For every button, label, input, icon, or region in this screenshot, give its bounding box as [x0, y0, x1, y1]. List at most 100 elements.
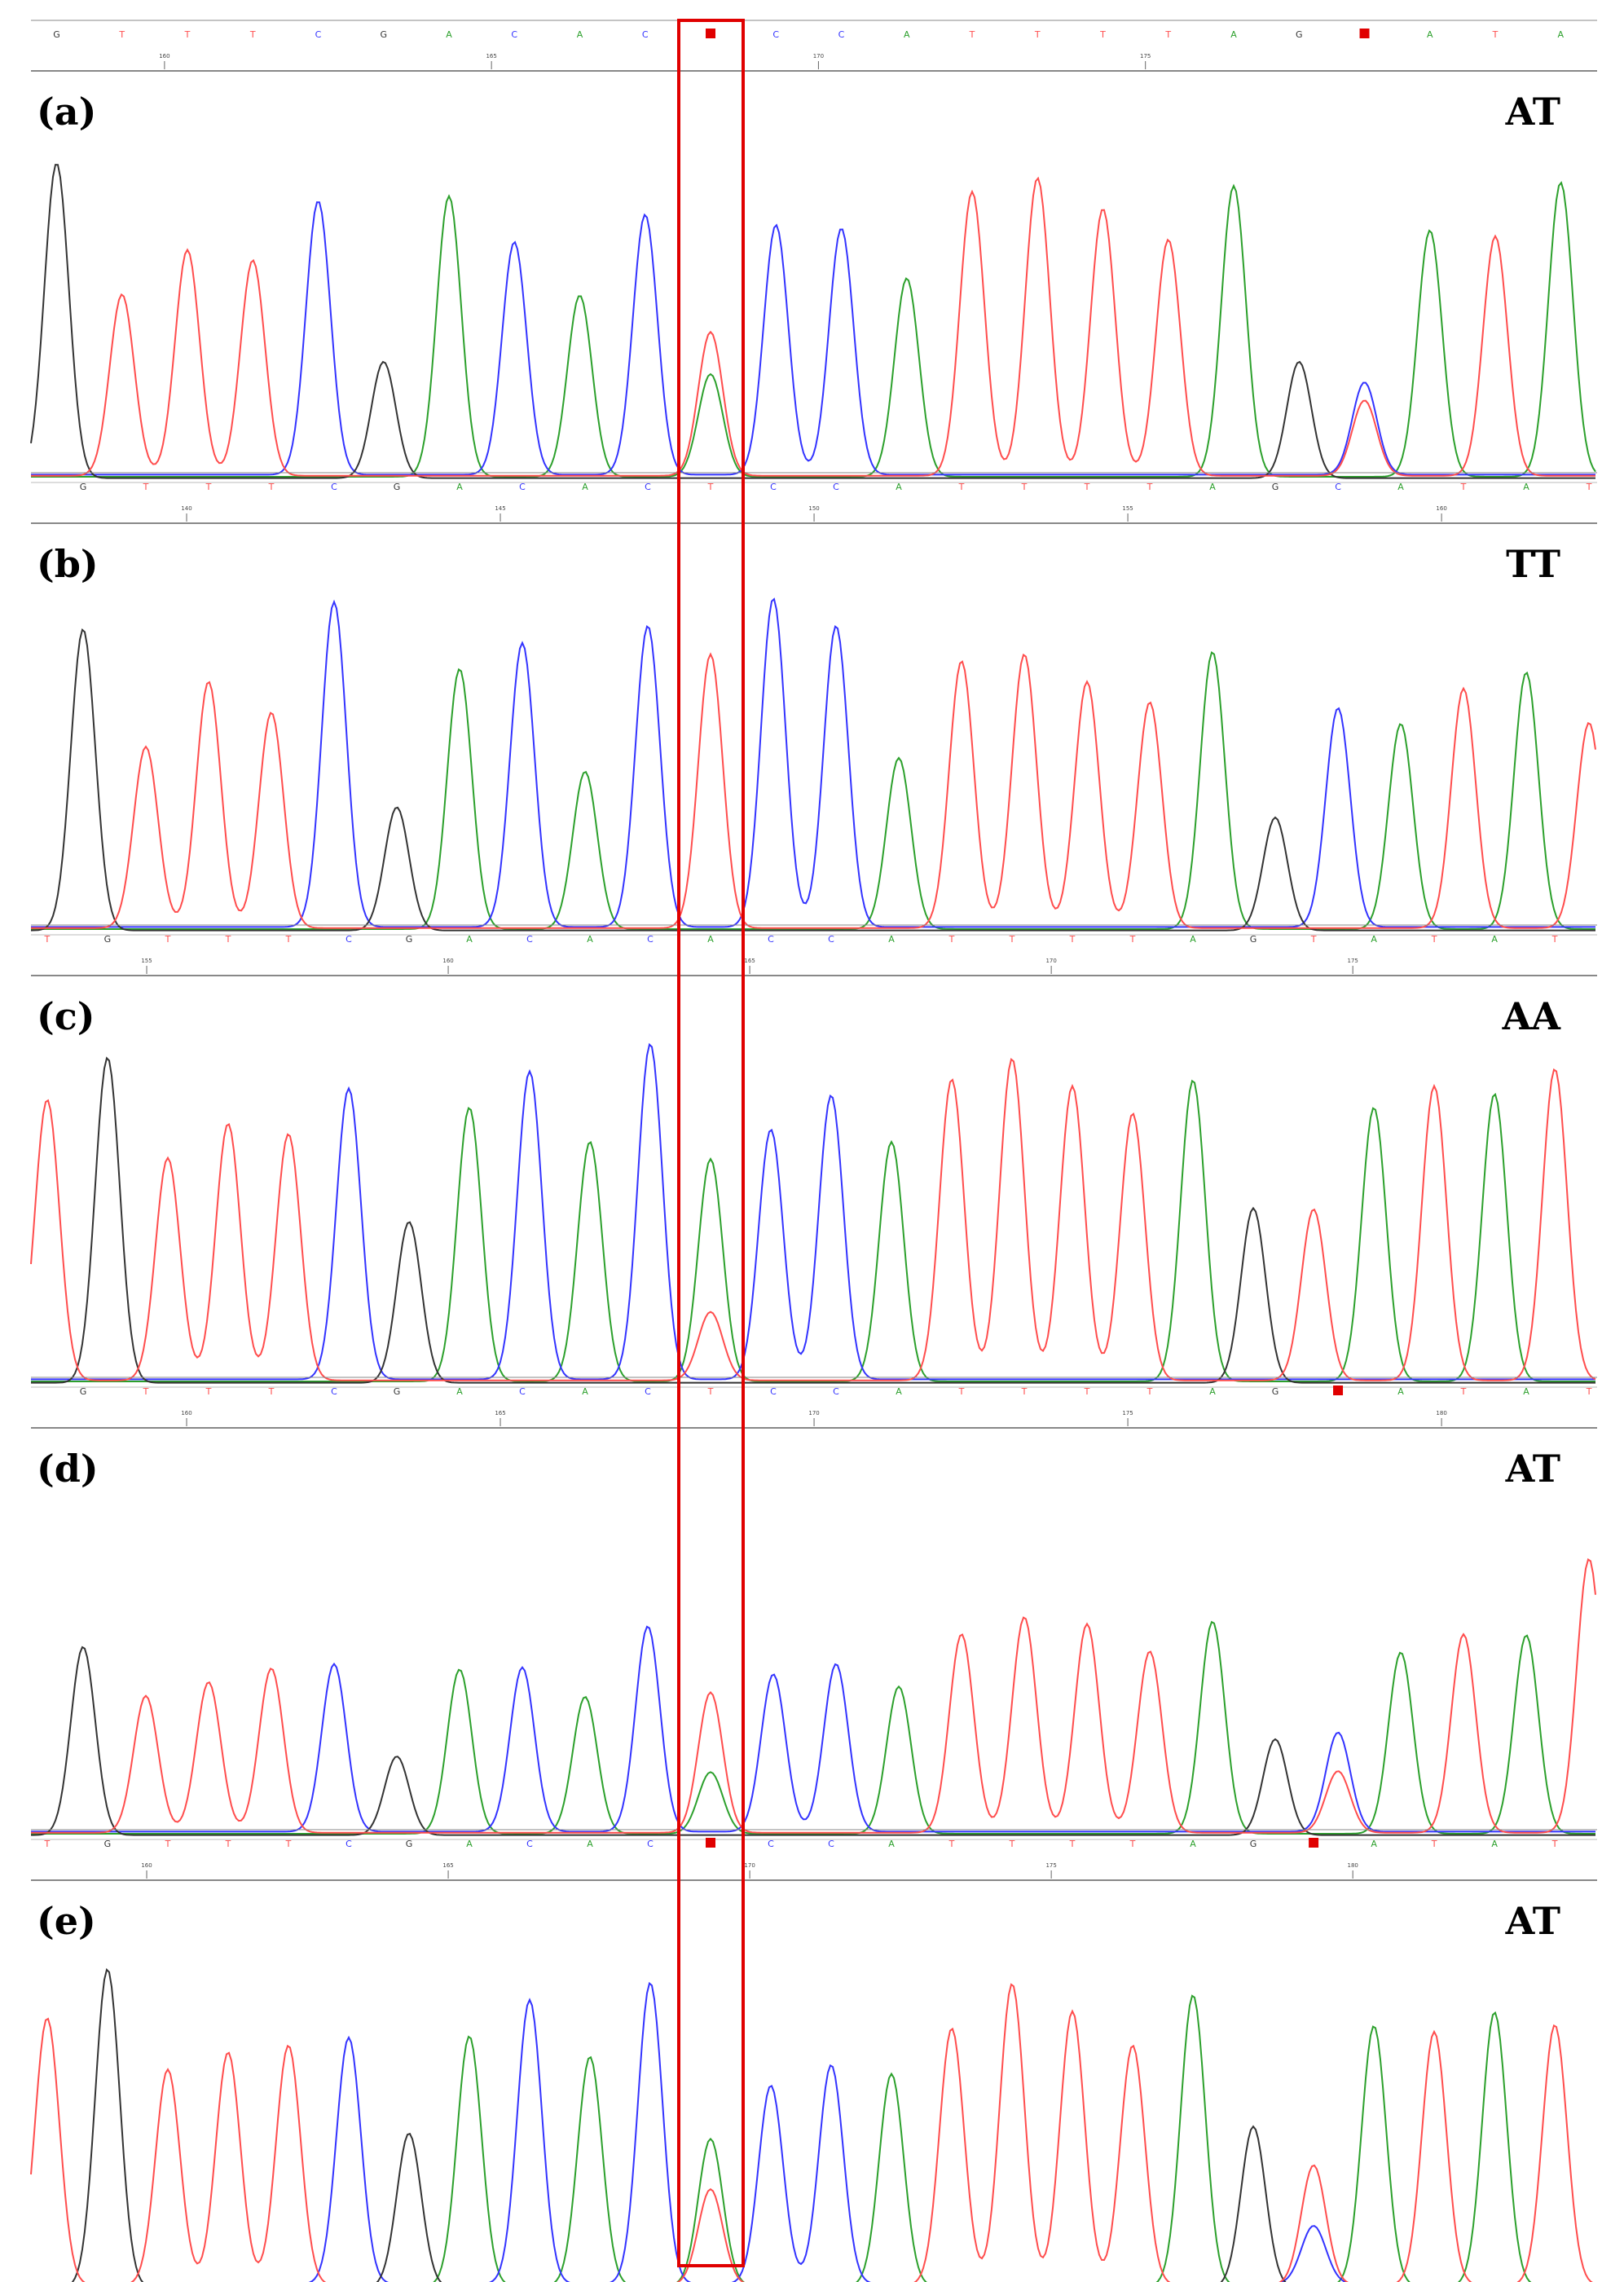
base-call: A — [1209, 482, 1216, 492]
base-call: C — [519, 482, 526, 492]
position-tick-label: 160 — [442, 958, 453, 964]
base-call: A — [456, 482, 463, 492]
base-call: G — [1272, 1386, 1279, 1397]
base-call: A — [466, 1839, 473, 1849]
base-call: T — [1310, 934, 1317, 945]
base-call: T — [205, 482, 212, 492]
base-call: A — [896, 1386, 902, 1397]
position-tick-label: 160 — [141, 1862, 152, 1869]
base-call: G — [104, 934, 112, 945]
base-call: C — [315, 29, 322, 40]
base-call: A — [1190, 1839, 1196, 1849]
position-tick-label: 170 — [813, 53, 824, 59]
base-call: A — [1427, 29, 1433, 40]
trace-C — [31, 201, 1595, 476]
base-call: G — [394, 482, 401, 492]
genotype-label: AT — [1505, 1899, 1560, 1943]
base-call: A — [1523, 1386, 1529, 1397]
base-call: C — [647, 1839, 654, 1849]
base-call: T — [1069, 934, 1076, 945]
ambiguous-base-marker — [706, 1838, 715, 1848]
base-call: T — [225, 934, 231, 945]
panel-label: (e) — [37, 1899, 96, 1943]
base-call: A — [582, 1386, 588, 1397]
trace-T — [30, 1983, 1593, 2282]
trace-T — [30, 1057, 1596, 1381]
base-call: C — [526, 1839, 533, 1849]
base-call: T — [1129, 934, 1136, 945]
base-call: A — [1523, 482, 1529, 492]
base-call: A — [1558, 29, 1565, 40]
base-call: C — [838, 29, 845, 40]
base-call: T — [225, 1839, 231, 1849]
base-call: T — [165, 1839, 171, 1849]
base-call: T — [44, 934, 51, 945]
base-call: T — [1099, 29, 1106, 40]
position-tick-label: 155 — [141, 958, 152, 964]
base-call: A — [888, 1839, 895, 1849]
base-call: T — [1021, 1386, 1028, 1397]
trace-T — [31, 1557, 1596, 1834]
genotype-label: TT — [1506, 542, 1560, 586]
base-call: A — [904, 29, 910, 40]
base-call: T — [1009, 934, 1015, 945]
base-call: C — [770, 482, 777, 492]
base-call: G — [406, 934, 413, 945]
position-tick-label: 140 — [181, 505, 191, 512]
base-call: T — [969, 29, 975, 40]
base-call: T — [285, 934, 292, 945]
base-call: G — [1272, 482, 1279, 492]
base-call: C — [345, 1839, 352, 1849]
trace-G — [31, 1645, 1595, 1836]
position-tick-label: 175 — [1122, 1410, 1133, 1416]
position-tick-label: 170 — [808, 1410, 819, 1416]
trace-C — [31, 597, 1595, 928]
base-call: G — [394, 1386, 401, 1397]
trace-T — [31, 176, 1595, 477]
base-call: T — [948, 934, 955, 945]
base-call: C — [645, 482, 651, 492]
position-tick-label: 165 — [442, 1862, 453, 1869]
position-tick-label: 175 — [1347, 958, 1358, 964]
base-call: C — [511, 29, 517, 40]
base-call: G — [1250, 1839, 1257, 1849]
base-call: G — [80, 482, 87, 492]
base-call: T — [1492, 29, 1499, 40]
base-call: A — [456, 1386, 463, 1397]
base-call: T — [143, 1386, 149, 1397]
base-call: G — [104, 1839, 112, 1849]
base-call: A — [1371, 934, 1377, 945]
base-call: T — [958, 1386, 965, 1397]
base-call: T — [1431, 1839, 1437, 1849]
genotype-label: AT — [1505, 1447, 1560, 1491]
base-call: T — [143, 482, 149, 492]
base-call: A — [888, 934, 895, 945]
position-tick-label: 175 — [1140, 53, 1151, 59]
base-call: T — [1146, 482, 1153, 492]
base-call: C — [1335, 482, 1341, 492]
trace-C — [31, 1625, 1595, 1833]
base-call: C — [645, 1386, 651, 1397]
base-call: T — [205, 1386, 212, 1397]
base-call: T — [1146, 1386, 1153, 1397]
ambiguous-base-marker — [1333, 1386, 1344, 1395]
base-call: C — [772, 29, 779, 40]
base-call: G — [1250, 934, 1257, 945]
base-call: T — [1034, 29, 1041, 40]
genotype-label: AT — [1505, 90, 1560, 134]
ambiguous-base-marker — [1359, 29, 1370, 38]
base-call: T — [1021, 482, 1028, 492]
base-call: A — [1230, 29, 1237, 40]
position-tick-label: 160 — [1436, 505, 1446, 512]
base-call: T — [1551, 1839, 1558, 1849]
base-call: C — [526, 934, 533, 945]
panel-label: (a) — [37, 90, 96, 134]
base-call: A — [1397, 482, 1404, 492]
position-tick-label: 170 — [744, 1862, 755, 1869]
base-call: C — [768, 934, 774, 945]
base-call: T — [118, 29, 125, 40]
base-call: T — [948, 1839, 955, 1849]
base-call: T — [1084, 482, 1090, 492]
